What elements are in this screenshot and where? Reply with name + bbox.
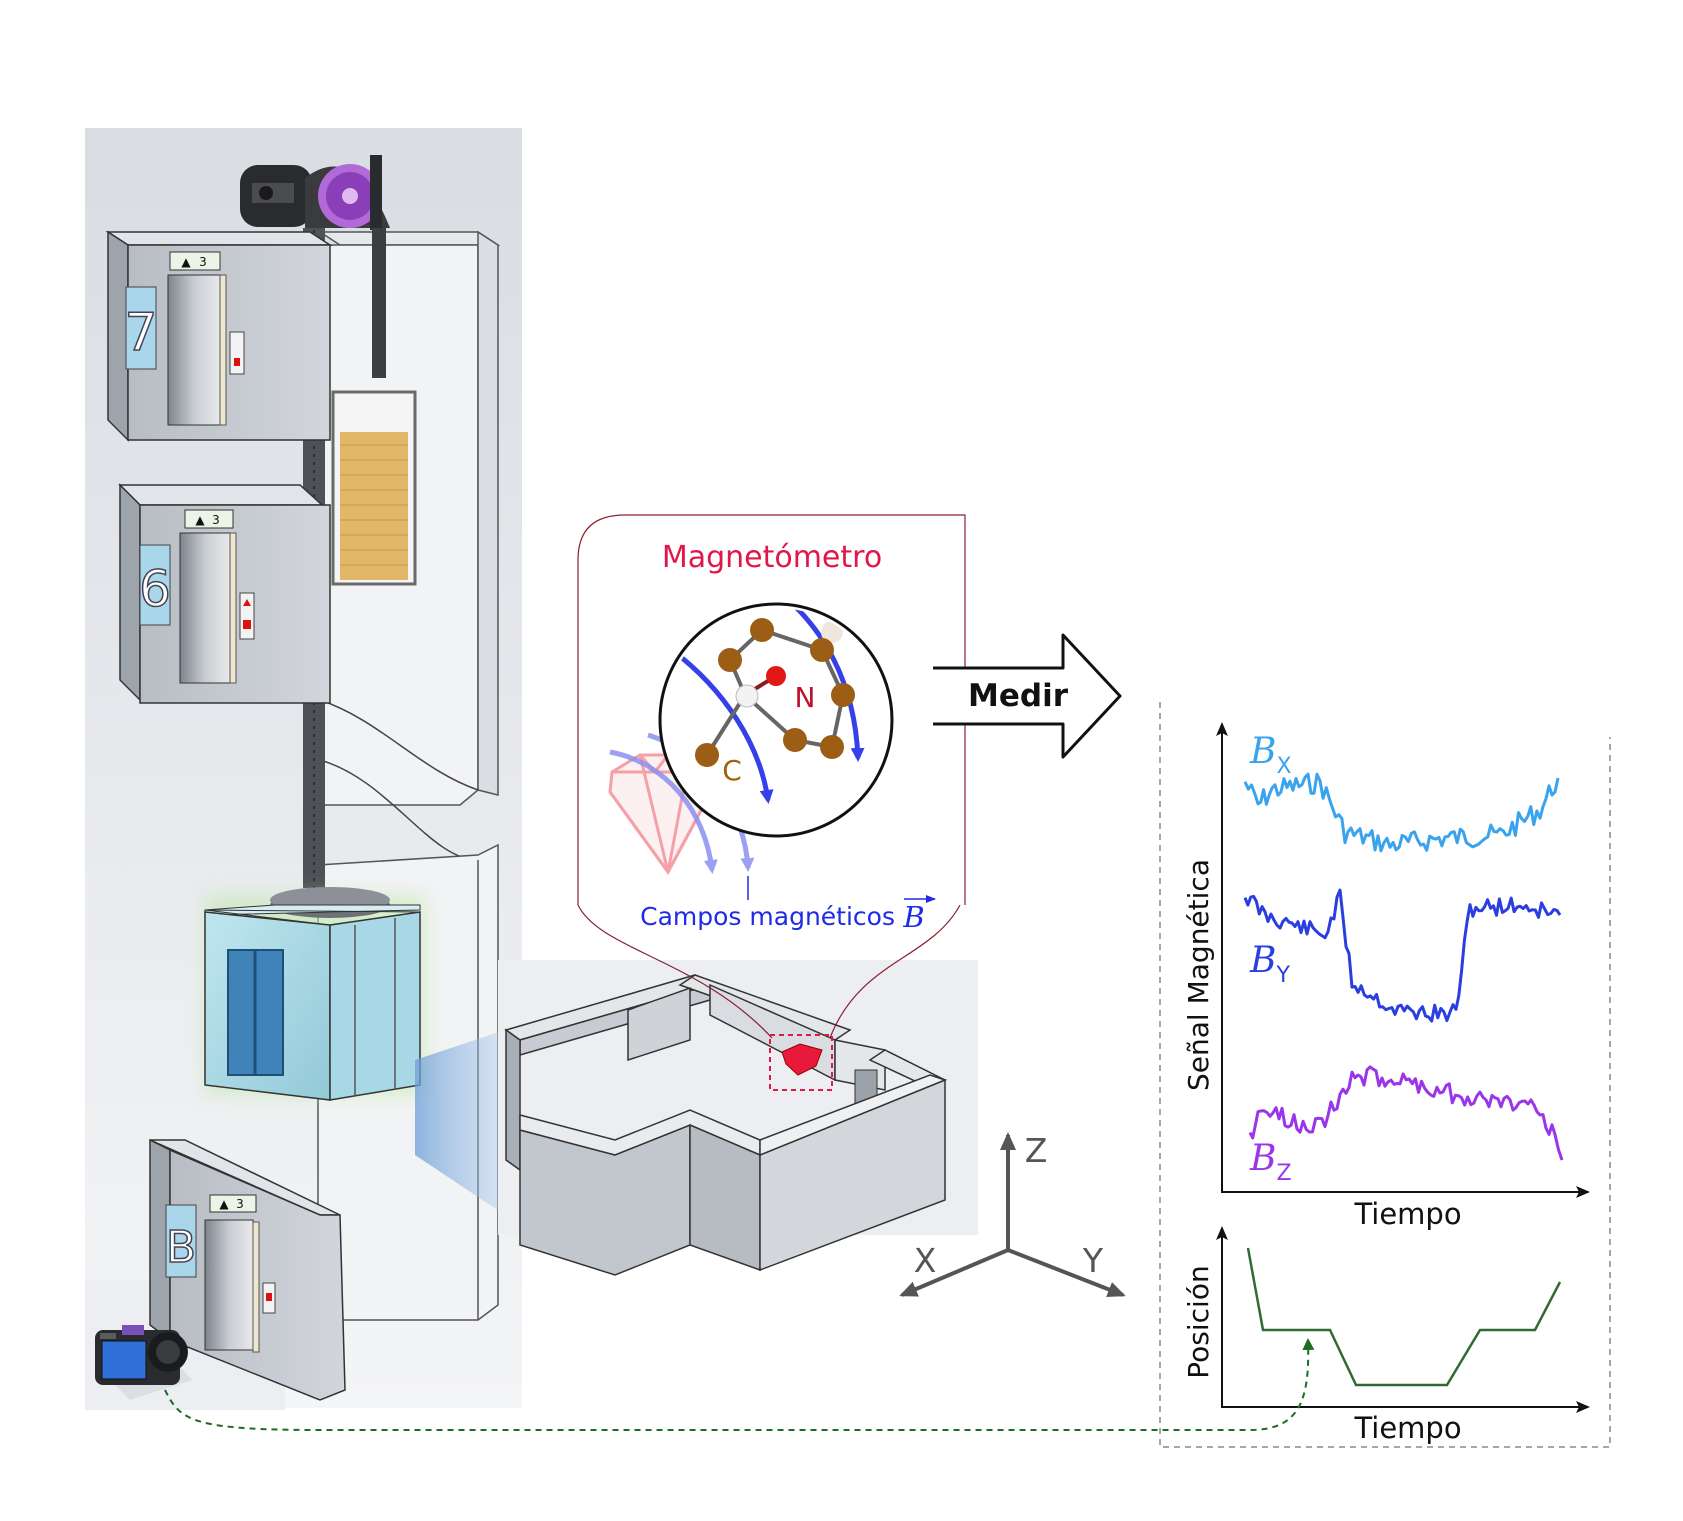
axes-3d: Z X Y [899, 1131, 1126, 1297]
detection-beam [415, 1030, 505, 1215]
bz-label: BZ [1249, 1138, 1292, 1186]
signal-x-label: Tiempo [1353, 1197, 1461, 1231]
floor-7-panel: 7 ▲ 3 [105, 230, 333, 442]
position-x-label: Tiempo [1353, 1411, 1461, 1445]
magnetometer-callout: Magnetómetro [577, 514, 966, 934]
sensor-diamond-icon [781, 1043, 823, 1076]
camera-position-link [164, 1338, 1315, 1431]
bx-label: BX [1249, 731, 1292, 779]
signals-panel: Señal Magnética Tiempo BX BY BZ Posición… [1159, 702, 1611, 1448]
callout-connector-right [829, 904, 961, 1039]
field-arrow-outer-1 [609, 749, 718, 874]
axis-x-label: X [914, 1241, 937, 1280]
floor-7-indicator-arrow: ▲ [181, 255, 191, 269]
floor-b-indicator-arrow: ▲ [219, 1197, 229, 1211]
measure-arrow: Medir [933, 633, 1122, 759]
floor-6-panel: 6 ▲ 3 [118, 483, 331, 704]
field-arrow-inner-1 [670, 648, 774, 804]
elevator-cabin [204, 887, 425, 1101]
axis-y-line [1007, 1248, 1126, 1297]
position-y-label: Posición [1182, 1265, 1215, 1378]
bx-signal-trace [1243, 772, 1560, 853]
magnetic-fields-label: Campos magnéticos [640, 902, 895, 931]
floor-b-indicator-number: 3 [236, 1197, 244, 1211]
floor-b-panel: B ▲ 3 [149, 1138, 346, 1401]
elevator-motor [240, 155, 390, 230]
magnetic-field-symbol: B [902, 900, 924, 934]
panel-dashed-border [1159, 702, 1611, 1448]
magnetometer-title: Magnetómetro [662, 540, 882, 575]
camera-icon [95, 1325, 192, 1400]
floor-7-indicator-number: 3 [199, 255, 207, 269]
bz-signal-trace [1248, 1065, 1564, 1161]
floor-b-door [204, 1219, 254, 1351]
floor-7-door [167, 274, 221, 426]
building-illustration: 7 ▲ 3 6 ▲ 3 [85, 128, 522, 1410]
axis-y-label: Y [1082, 1241, 1104, 1280]
by-label: BY [1249, 940, 1290, 988]
counterweight [331, 390, 417, 586]
atom-n-label: N [795, 681, 816, 714]
measure-label: Medir [968, 678, 1069, 714]
room-floorplan [498, 960, 978, 1276]
callout-connector-left [577, 904, 773, 1039]
by-signal-trace [1243, 888, 1562, 1023]
floor-6-door [179, 532, 231, 684]
callout-border [577, 514, 966, 905]
field-arrow-inner-2 [768, 608, 865, 762]
floor-6-indicator-arrow: ▲ [195, 513, 205, 527]
atom-c-label: C [722, 754, 742, 787]
signal-y-label: Señal Magnética [1182, 859, 1215, 1091]
floor-6-number: 6 [139, 560, 171, 618]
floor-7-call-button [229, 331, 245, 375]
sensor-location-marker [769, 1034, 833, 1091]
nv-center-circle [658, 602, 894, 838]
floor-b-letter: B [166, 1222, 196, 1273]
floor-7-number: 7 [124, 303, 157, 363]
position-trace [1246, 1247, 1562, 1387]
floor-6-indicator-number: 3 [212, 513, 220, 527]
axis-z-label: Z [1025, 1131, 1048, 1170]
axis-x-line [899, 1248, 1009, 1297]
